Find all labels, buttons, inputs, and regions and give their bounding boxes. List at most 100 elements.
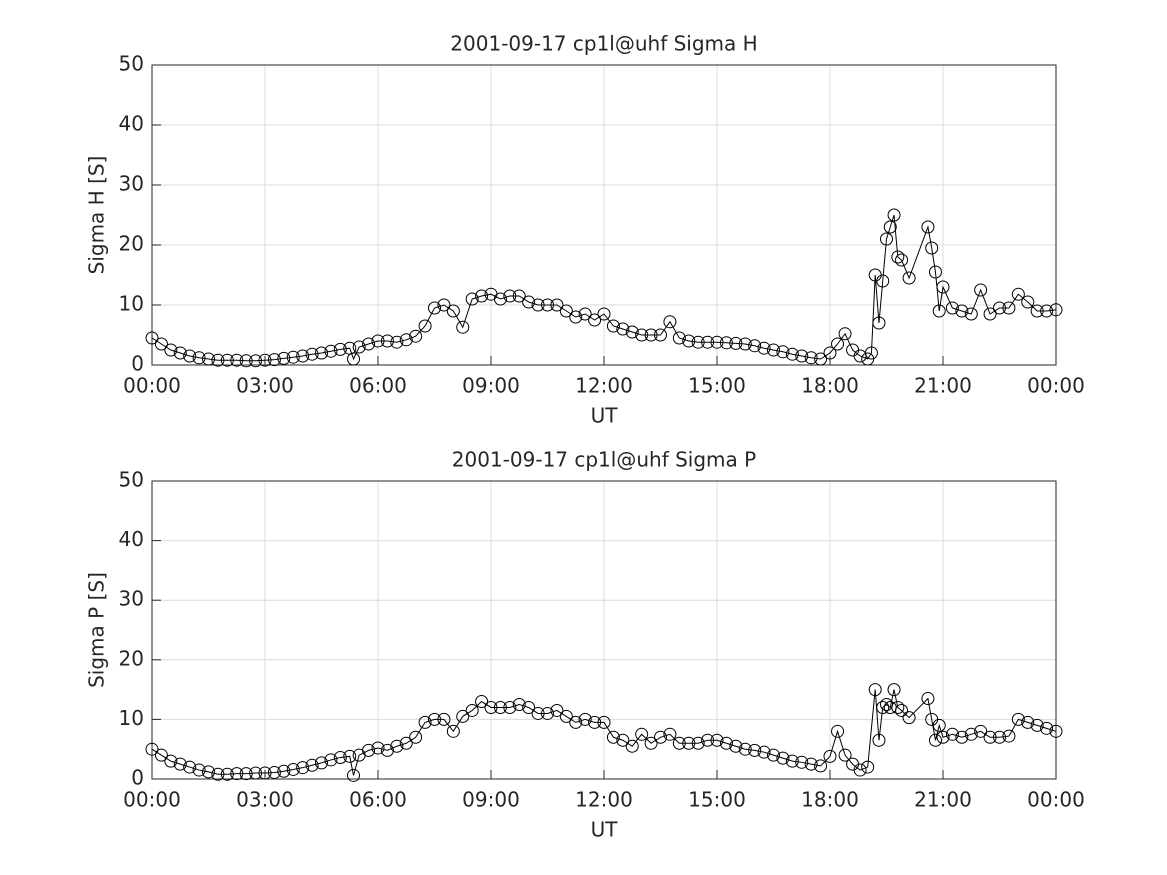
marker (974, 283, 988, 297)
x-tick-label: 00:00 (1027, 788, 1085, 812)
marker (305, 347, 319, 361)
marker (1011, 712, 1025, 726)
marker (902, 271, 916, 285)
marker (437, 298, 451, 312)
marker (324, 344, 338, 358)
marker (691, 335, 705, 349)
marker (831, 337, 845, 351)
marker (230, 353, 244, 367)
marker (183, 349, 197, 363)
marker (921, 220, 935, 234)
marker (277, 351, 291, 365)
marker (390, 739, 404, 753)
marker (503, 700, 517, 714)
marker (230, 767, 244, 781)
marker (145, 742, 159, 756)
marker (465, 292, 479, 306)
marker (249, 766, 263, 780)
marker (748, 743, 762, 757)
marker (465, 703, 479, 717)
marker (258, 766, 272, 780)
marker (569, 310, 583, 324)
marker (767, 748, 780, 762)
marker (202, 352, 215, 366)
marker (258, 353, 272, 367)
marker (550, 703, 564, 717)
marker (868, 683, 882, 697)
marker (409, 730, 423, 744)
marker (964, 727, 978, 741)
y-tick-label: 30 (119, 587, 144, 611)
marker (719, 336, 733, 350)
x-tick-label: 03:00 (236, 374, 294, 398)
marker (625, 739, 639, 753)
marker (928, 733, 942, 747)
marker (616, 322, 630, 336)
marker (955, 304, 969, 318)
marker (921, 692, 935, 706)
marker (428, 301, 441, 315)
marker (550, 298, 564, 312)
marker (776, 751, 790, 765)
marker (428, 712, 441, 726)
marker (173, 346, 187, 360)
marker (192, 763, 206, 777)
marker (352, 340, 366, 354)
marker (925, 241, 939, 255)
x-tick-label: 12:00 (575, 374, 633, 398)
marker (588, 313, 602, 327)
marker (606, 319, 620, 333)
marker (738, 337, 752, 351)
marker (324, 753, 338, 767)
marker (446, 304, 460, 318)
marker (390, 335, 404, 349)
marker (277, 764, 291, 778)
x-tick-label: 00:00 (123, 788, 181, 812)
marker (864, 346, 878, 360)
marker (343, 749, 357, 763)
marker (883, 220, 897, 234)
marker (654, 328, 667, 342)
marker (945, 301, 959, 315)
y-tick-label: 30 (119, 172, 144, 196)
marker (597, 715, 611, 729)
marker (1040, 304, 1054, 318)
x-tick-label: 21:00 (914, 374, 972, 398)
marker (691, 736, 705, 750)
marker (315, 346, 328, 360)
marker (1002, 301, 1016, 315)
x-tick-label: 21:00 (914, 788, 972, 812)
marker (578, 712, 592, 726)
y-tick-label: 20 (119, 232, 144, 256)
marker (795, 755, 809, 769)
marker (928, 265, 942, 279)
marker (541, 706, 554, 720)
marker (891, 250, 905, 264)
marker (872, 733, 886, 747)
marker (672, 736, 686, 750)
x-tick-label: 15:00 (688, 374, 746, 398)
marker (606, 730, 620, 744)
marker (380, 334, 394, 348)
x-tick-label: 12:00 (575, 788, 633, 812)
chart-title: 2001-09-17 cp1l@uhf Sigma H (450, 32, 757, 56)
marker (831, 724, 845, 738)
marker (296, 349, 310, 363)
marker (983, 307, 997, 321)
x-tick-label: 15:00 (688, 788, 746, 812)
marker (964, 307, 978, 321)
marker (211, 353, 225, 367)
marker (578, 307, 592, 321)
marker (983, 730, 997, 744)
marker (814, 352, 828, 366)
marker (173, 757, 187, 771)
marker (371, 741, 385, 755)
marker (654, 730, 667, 744)
marker (569, 715, 583, 729)
marker (625, 325, 639, 339)
marker (493, 292, 507, 306)
marker (456, 320, 470, 334)
marker (861, 760, 875, 774)
marker (192, 351, 206, 365)
